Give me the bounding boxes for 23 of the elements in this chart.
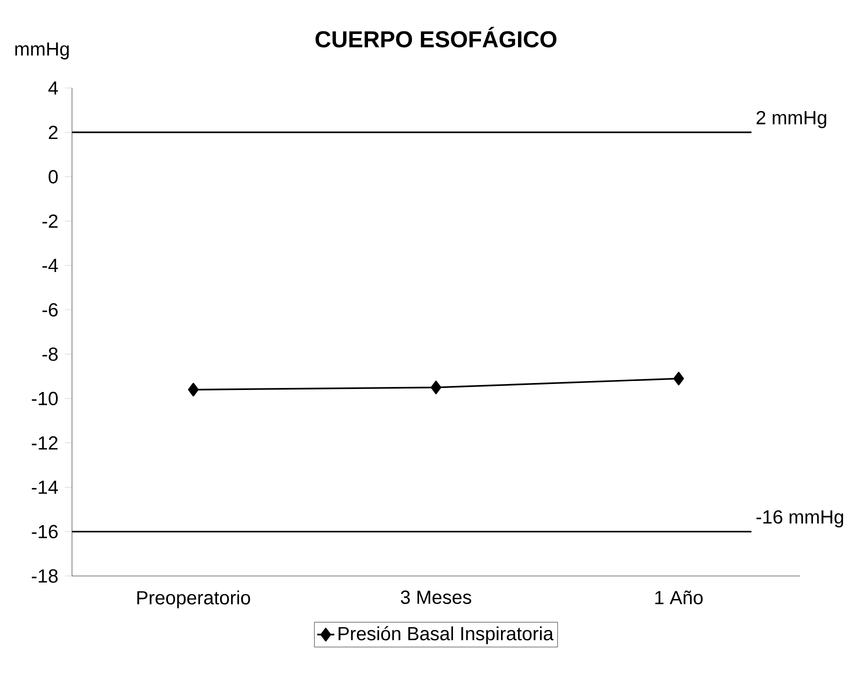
y-tick-label: 2: [48, 126, 58, 139]
x-tick-label: 3 Meses: [400, 590, 472, 604]
ref-line-label: 2 mmHg: [756, 110, 826, 128]
point: [430, 380, 442, 394]
y-tick-label: -8: [42, 347, 58, 361]
x-tick-label: Preoperatorio: [137, 590, 250, 608]
chart-title: CUERPO ESOFÁGICO: [316, 26, 556, 48]
legend-label: Presión Basal Inspiratoria: [338, 626, 554, 644]
y-tick-label: 4: [48, 81, 58, 95]
y-tick-label: -10: [32, 392, 58, 406]
point: [673, 372, 684, 386]
ref-line-label: -16 mmHg: [756, 510, 844, 528]
y-tick-label: -4: [42, 258, 58, 272]
y-tick-label: -16: [32, 524, 58, 538]
y-tick-label: -14: [32, 480, 58, 494]
y-tick-label: -12: [32, 436, 58, 450]
point: [188, 382, 199, 396]
y-tick-label: -2: [42, 214, 58, 228]
x-tick-label: 1 Año: [655, 590, 703, 604]
y-tick-label: -18: [32, 569, 58, 583]
y-axis-title: mmHg: [15, 42, 69, 60]
y-tick-label: 0: [48, 170, 58, 184]
y-tick-label: -6: [42, 303, 58, 317]
